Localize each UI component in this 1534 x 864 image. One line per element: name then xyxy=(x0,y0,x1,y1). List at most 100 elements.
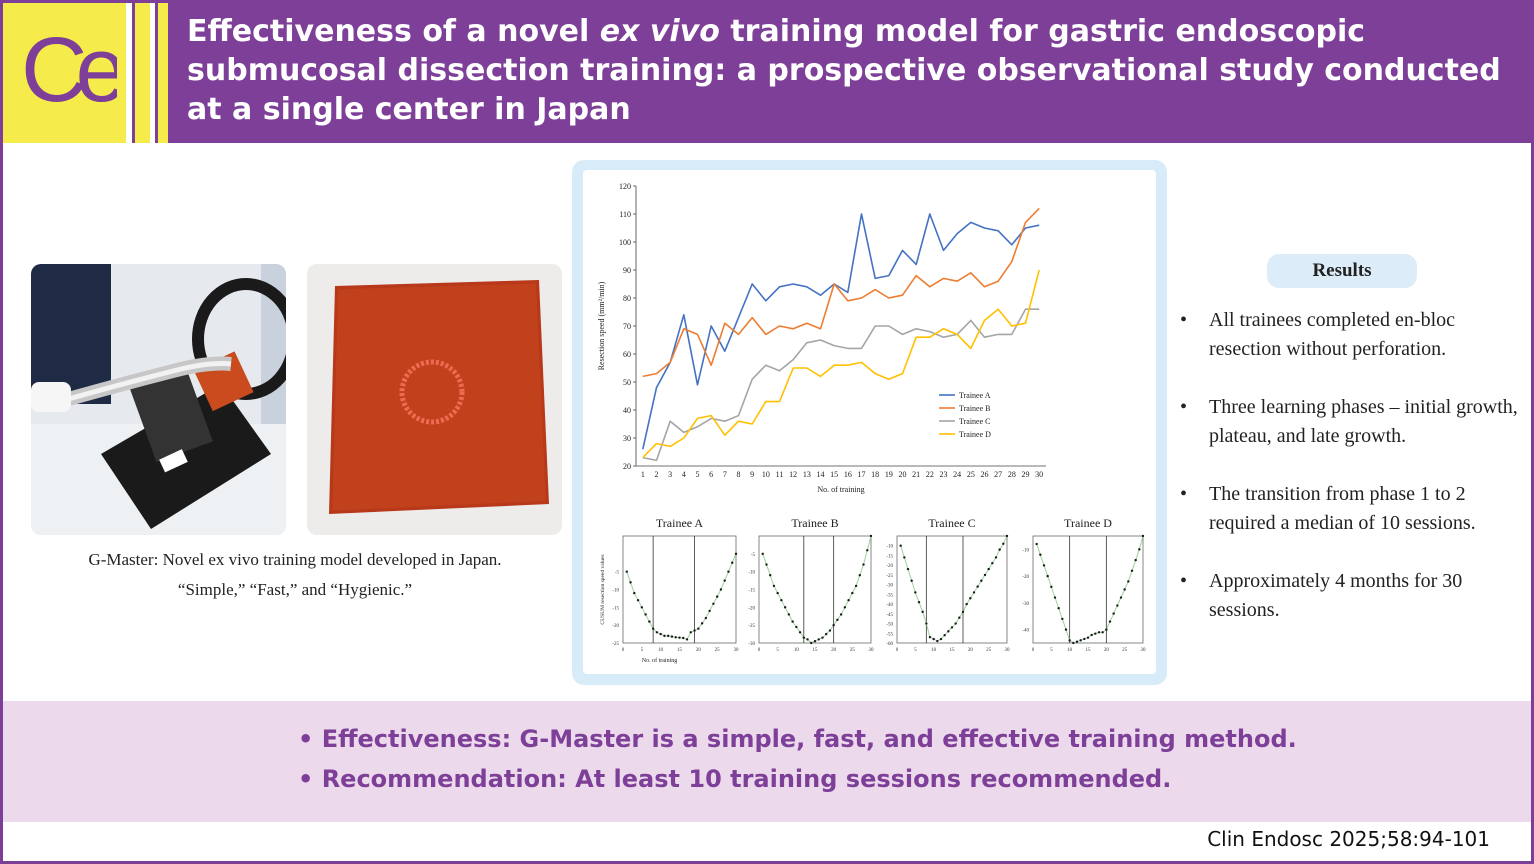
cusum-point xyxy=(1068,639,1071,642)
device-photo xyxy=(31,264,286,535)
panel-y-tick-label: -5 xyxy=(615,571,620,576)
panel-x-tick-label: 0 xyxy=(1032,648,1035,653)
cusum-point xyxy=(851,591,854,595)
panel-y-tick-label: -20 xyxy=(1022,575,1029,580)
cusum-point xyxy=(765,563,768,566)
cusum-point xyxy=(1108,620,1112,623)
panel-frame xyxy=(622,535,737,644)
x-tick-label: 17 xyxy=(858,470,866,479)
caption-line-1: G-Master: Novel ex vivo training model d… xyxy=(88,550,502,569)
cusum-point xyxy=(697,627,700,630)
panel-y-tick-label: -10 xyxy=(748,571,755,576)
cusum-point xyxy=(769,574,772,577)
cusum-point xyxy=(791,620,794,623)
series-line xyxy=(642,213,1040,450)
y-tick-label: 100 xyxy=(619,238,631,247)
cusum-point xyxy=(817,638,820,641)
cusum-point xyxy=(832,623,835,627)
trend-curve xyxy=(762,535,872,644)
cusum-point xyxy=(947,630,950,633)
panel-y-tick-label: -25 xyxy=(886,574,893,579)
cusum-point xyxy=(869,534,873,538)
cusum-point xyxy=(925,622,928,625)
cusum-point xyxy=(939,637,943,641)
conclusion-recommendation: • Recommendation: At least 10 training s… xyxy=(298,765,1172,793)
cusum-point xyxy=(1064,628,1068,631)
cusum-point xyxy=(1057,607,1060,610)
cusum-point xyxy=(806,638,809,641)
legend-label: Trainee C xyxy=(959,417,990,426)
cusum-point xyxy=(1097,631,1101,634)
cusum-point xyxy=(648,620,651,623)
cusum-point xyxy=(943,634,946,637)
cusum-point xyxy=(772,584,776,588)
series-line xyxy=(642,207,1040,378)
cusum-point xyxy=(928,635,932,639)
panel-y-tick-label: -30 xyxy=(1022,602,1029,607)
x-tick-label: 16 xyxy=(844,470,852,479)
y-tick-label: 50 xyxy=(623,378,631,387)
cusum-point xyxy=(932,637,935,641)
panel-y-tick-label: -15 xyxy=(886,554,893,559)
panel-x-tick-label: 0 xyxy=(896,648,899,653)
cusum-point xyxy=(914,591,917,594)
trend-curve xyxy=(626,553,737,641)
cusum-point xyxy=(693,629,696,632)
panel-y-tick-label: -30 xyxy=(748,642,755,647)
cusum-point xyxy=(936,639,939,643)
cusum-point xyxy=(810,641,813,645)
panel-y-tick-label: -25 xyxy=(748,624,755,629)
panel-x-tick-label: 5 xyxy=(914,648,917,653)
page-title: Effectiveness of a novel ex vivo trainin… xyxy=(187,12,1517,129)
y-tick-label: 110 xyxy=(619,210,631,219)
x-tick-label: 19 xyxy=(885,470,893,479)
tissue-photo-illustration xyxy=(307,264,562,535)
series-line xyxy=(642,269,1040,459)
panel-x-tick-label: 20 xyxy=(1104,648,1110,653)
cusum-point xyxy=(991,562,994,565)
cusum-point xyxy=(1035,542,1038,546)
cusum-point xyxy=(998,548,1001,551)
cusum-point xyxy=(950,626,954,629)
title-italic: ex vivo xyxy=(599,14,720,49)
device-photo-illustration xyxy=(31,264,286,535)
photo-caption: G-Master: Novel ex vivo training model d… xyxy=(40,545,550,605)
panel-x-tick-label: 25 xyxy=(715,648,721,653)
cusum-point xyxy=(1039,553,1042,556)
x-tick-label: 28 xyxy=(1008,470,1016,479)
panel-y-tick-label: -50 xyxy=(886,623,893,628)
result-item: All trainees completed en-bloc resection… xyxy=(1180,306,1525,364)
header-bar: Ce Effectiveness of a novel ex vivo trai… xyxy=(0,0,1534,143)
cusum-point xyxy=(704,616,708,620)
cusum-point xyxy=(1075,640,1079,643)
tissue-photo xyxy=(307,264,562,535)
panel-x-tick-label: 30 xyxy=(734,648,740,653)
cusum-point xyxy=(802,636,805,639)
logo-stripe xyxy=(158,3,168,143)
panel-y-axis-title: CUSUM resection speed values xyxy=(600,554,606,624)
cusum-point xyxy=(659,632,662,636)
cusum-point xyxy=(1101,631,1104,634)
panel-x-tick-label: 5 xyxy=(1050,648,1053,653)
x-tick-label: 1 xyxy=(641,470,645,479)
x-tick-label: 21 xyxy=(912,470,920,479)
cusum-point xyxy=(780,599,783,602)
x-tick-label: 13 xyxy=(803,470,811,479)
cusum-point xyxy=(689,631,692,634)
panel-y-tick-label: -10 xyxy=(1022,548,1029,553)
journal-logo: Ce xyxy=(3,3,127,143)
cusum-point xyxy=(954,622,957,625)
panel-y-tick-label: -40 xyxy=(1022,629,1029,634)
logo-stripe xyxy=(135,3,150,143)
panel-x-tick-label: 20 xyxy=(696,648,702,653)
journal-logo-text: Ce xyxy=(21,19,127,121)
cusum-point xyxy=(1090,633,1093,637)
cusum-point xyxy=(969,597,972,600)
y-tick-label: 60 xyxy=(623,350,631,359)
cusum-point xyxy=(1105,628,1108,631)
cusum-point xyxy=(636,599,640,602)
panel-x-tick-label: 5 xyxy=(641,648,644,653)
x-tick-label: 6 xyxy=(709,470,713,479)
cusum-point xyxy=(712,602,715,605)
cusum-point xyxy=(958,616,961,619)
